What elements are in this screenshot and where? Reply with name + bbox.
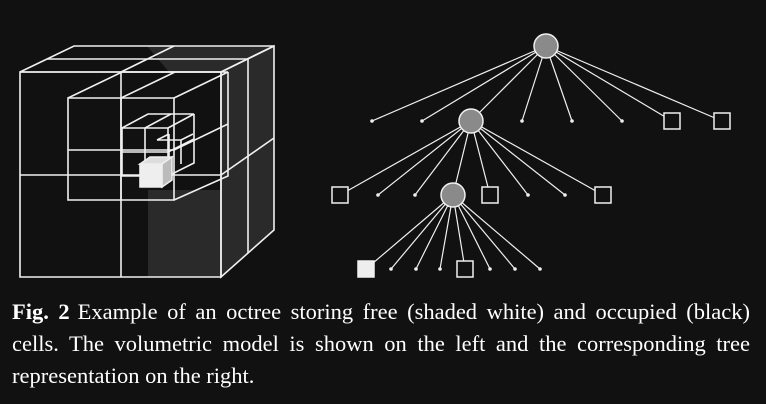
side-split-b — [220, 137, 275, 176]
leaf-node — [413, 193, 417, 197]
leaf-node — [376, 193, 380, 197]
leaf-node — [526, 193, 530, 197]
free-leaf-node — [331, 186, 349, 204]
edge — [390, 194, 454, 270]
leaf-node — [488, 267, 492, 271]
leaf-node — [513, 267, 517, 271]
free-leaf-node — [663, 112, 681, 130]
edge — [371, 45, 547, 122]
leaf-node — [370, 119, 374, 123]
free-leaf-node — [594, 186, 612, 204]
octree-tree — [339, 45, 723, 270]
free-leaf-node — [713, 112, 731, 130]
leaf-node — [420, 119, 424, 123]
leaf-node — [538, 267, 542, 271]
edge — [365, 194, 454, 270]
edge — [452, 194, 516, 270]
leaf-node — [438, 267, 442, 271]
figure-caption-text: Example of an octree storing free (shade… — [12, 299, 750, 388]
fine-grid-d — [180, 133, 194, 141]
edge — [421, 45, 547, 122]
edge — [470, 120, 604, 196]
occupied-face-front — [148, 190, 221, 277]
edge — [415, 194, 454, 270]
edge — [470, 45, 547, 122]
free-cell-side — [161, 155, 173, 189]
edge — [452, 194, 541, 270]
edge — [470, 120, 566, 196]
free-cell-front — [139, 163, 163, 188]
inner-cube-side — [173, 72, 229, 201]
edge — [545, 45, 623, 122]
root-node — [533, 33, 559, 59]
leaf-node — [570, 119, 574, 123]
inner-node-level-2 — [440, 182, 466, 208]
tree-nodes — [331, 33, 731, 278]
edge — [470, 120, 529, 196]
sub-cube-side — [167, 114, 195, 177]
leaf-node — [520, 119, 524, 123]
leaf-node — [620, 119, 624, 123]
edge — [377, 120, 472, 196]
inner-cube-split-t — [120, 71, 176, 99]
free-leaf-node — [481, 186, 499, 204]
edge — [545, 45, 673, 122]
edge — [545, 45, 573, 122]
edge — [339, 120, 472, 196]
leaf-node — [563, 193, 567, 197]
fine-grid-c — [156, 133, 170, 141]
edge — [521, 45, 547, 122]
octree-figure — [19, 33, 731, 279]
octree-volume-model — [19, 44, 275, 279]
free-leaf-node — [456, 260, 474, 278]
edge — [545, 45, 723, 122]
cube-right-face — [220, 44, 275, 279]
edge — [414, 120, 472, 196]
sub-cube-split-t — [144, 113, 172, 129]
inner-node-level-1 — [458, 108, 484, 134]
figure-caption: Fig. 2 Example of an octree storing free … — [12, 296, 750, 392]
edge — [452, 194, 491, 270]
leaf-node — [389, 267, 393, 271]
inner-cube-split-s — [173, 123, 229, 151]
leaf-node — [414, 267, 418, 271]
occupied-leaf-node — [357, 260, 375, 278]
figure-label: Fig. 2 — [12, 299, 70, 324]
